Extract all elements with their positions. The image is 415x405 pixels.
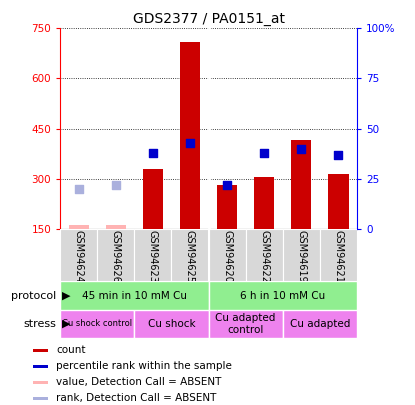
Point xyxy=(149,149,156,156)
Text: percentile rank within the sample: percentile rank within the sample xyxy=(56,361,232,371)
Bar xyxy=(60,310,134,338)
Point xyxy=(76,185,82,192)
Bar xyxy=(209,281,357,310)
Bar xyxy=(320,229,357,281)
Text: GSM94622: GSM94622 xyxy=(259,230,269,284)
Bar xyxy=(209,310,283,338)
Bar xyxy=(68,225,89,229)
Text: rank, Detection Call = ABSENT: rank, Detection Call = ABSENT xyxy=(56,393,217,403)
Bar xyxy=(134,310,209,338)
Text: Cu shock: Cu shock xyxy=(148,319,195,329)
Bar xyxy=(291,140,312,229)
Bar xyxy=(246,229,283,281)
Text: protocol: protocol xyxy=(11,291,56,301)
Bar xyxy=(32,381,49,384)
Bar xyxy=(217,185,237,229)
Bar xyxy=(143,168,163,229)
Text: ▶: ▶ xyxy=(62,319,71,329)
Text: GSM94620: GSM94620 xyxy=(222,230,232,283)
Text: Cu shock control: Cu shock control xyxy=(62,320,132,328)
Bar xyxy=(209,229,246,281)
Text: stress: stress xyxy=(23,319,56,329)
Text: GSM94619: GSM94619 xyxy=(296,230,306,283)
Bar xyxy=(60,229,97,281)
Bar xyxy=(254,177,274,229)
Text: 45 min in 10 mM Cu: 45 min in 10 mM Cu xyxy=(82,291,187,301)
Bar xyxy=(328,174,349,229)
Bar xyxy=(32,365,49,368)
Bar xyxy=(134,229,171,281)
Bar xyxy=(97,229,134,281)
Bar xyxy=(32,349,49,352)
Text: ▶: ▶ xyxy=(62,291,71,301)
Text: GSM94625: GSM94625 xyxy=(185,230,195,284)
Point xyxy=(261,149,268,156)
Text: GSM94626: GSM94626 xyxy=(111,230,121,283)
Text: value, Detection Call = ABSENT: value, Detection Call = ABSENT xyxy=(56,377,222,387)
Bar xyxy=(60,281,209,310)
Bar xyxy=(171,229,209,281)
Text: Cu adapted
control: Cu adapted control xyxy=(215,313,276,335)
Point xyxy=(224,181,230,188)
Point xyxy=(187,139,193,146)
Bar xyxy=(180,42,200,229)
Text: GSM94623: GSM94623 xyxy=(148,230,158,283)
Text: GSM94624: GSM94624 xyxy=(74,230,84,283)
Point xyxy=(112,181,119,188)
Text: Cu adapted: Cu adapted xyxy=(290,319,350,329)
Bar xyxy=(283,229,320,281)
Text: count: count xyxy=(56,345,86,355)
Point xyxy=(298,145,305,152)
Bar xyxy=(283,310,357,338)
Point xyxy=(335,151,342,158)
Title: GDS2377 / PA0151_at: GDS2377 / PA0151_at xyxy=(132,12,285,26)
Bar xyxy=(32,397,49,400)
Text: GSM94621: GSM94621 xyxy=(333,230,343,283)
Bar xyxy=(105,225,126,229)
Text: 6 h in 10 mM Cu: 6 h in 10 mM Cu xyxy=(240,291,325,301)
